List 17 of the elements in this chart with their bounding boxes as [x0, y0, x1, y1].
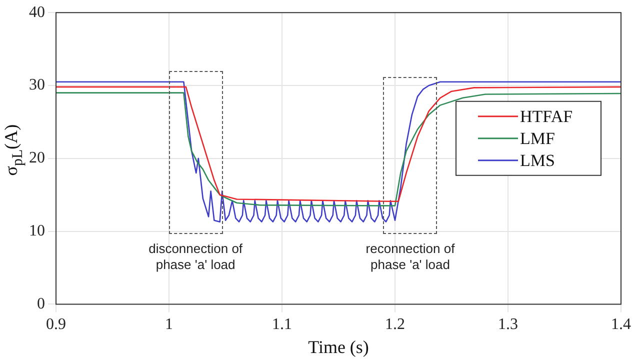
x-tick-label: 0.9: [46, 316, 66, 334]
annotation: disconnection of phase 'a' load: [148, 241, 243, 272]
y-tick-label: 10: [29, 222, 45, 240]
x-tick-label: 1.4: [611, 316, 631, 334]
legend-label: HTFAF: [520, 106, 573, 126]
x-tick-label: 1.2: [385, 316, 405, 334]
legend-label: LMS: [520, 150, 555, 170]
y-tick-label: 40: [29, 4, 45, 21]
y-tick-label: 30: [29, 76, 45, 94]
x-tick-label: 1.3: [498, 316, 518, 334]
annotation: reconnection of phase 'a' load: [366, 241, 456, 272]
y-tick-label: 0: [37, 295, 45, 312]
x-axis-title: Time (s): [308, 336, 369, 357]
x-tick-label: 1: [165, 316, 173, 334]
y-tick-label: 20: [29, 150, 45, 167]
legend-label: LMF: [520, 128, 555, 148]
x-tick-label: 1.1: [272, 316, 292, 334]
